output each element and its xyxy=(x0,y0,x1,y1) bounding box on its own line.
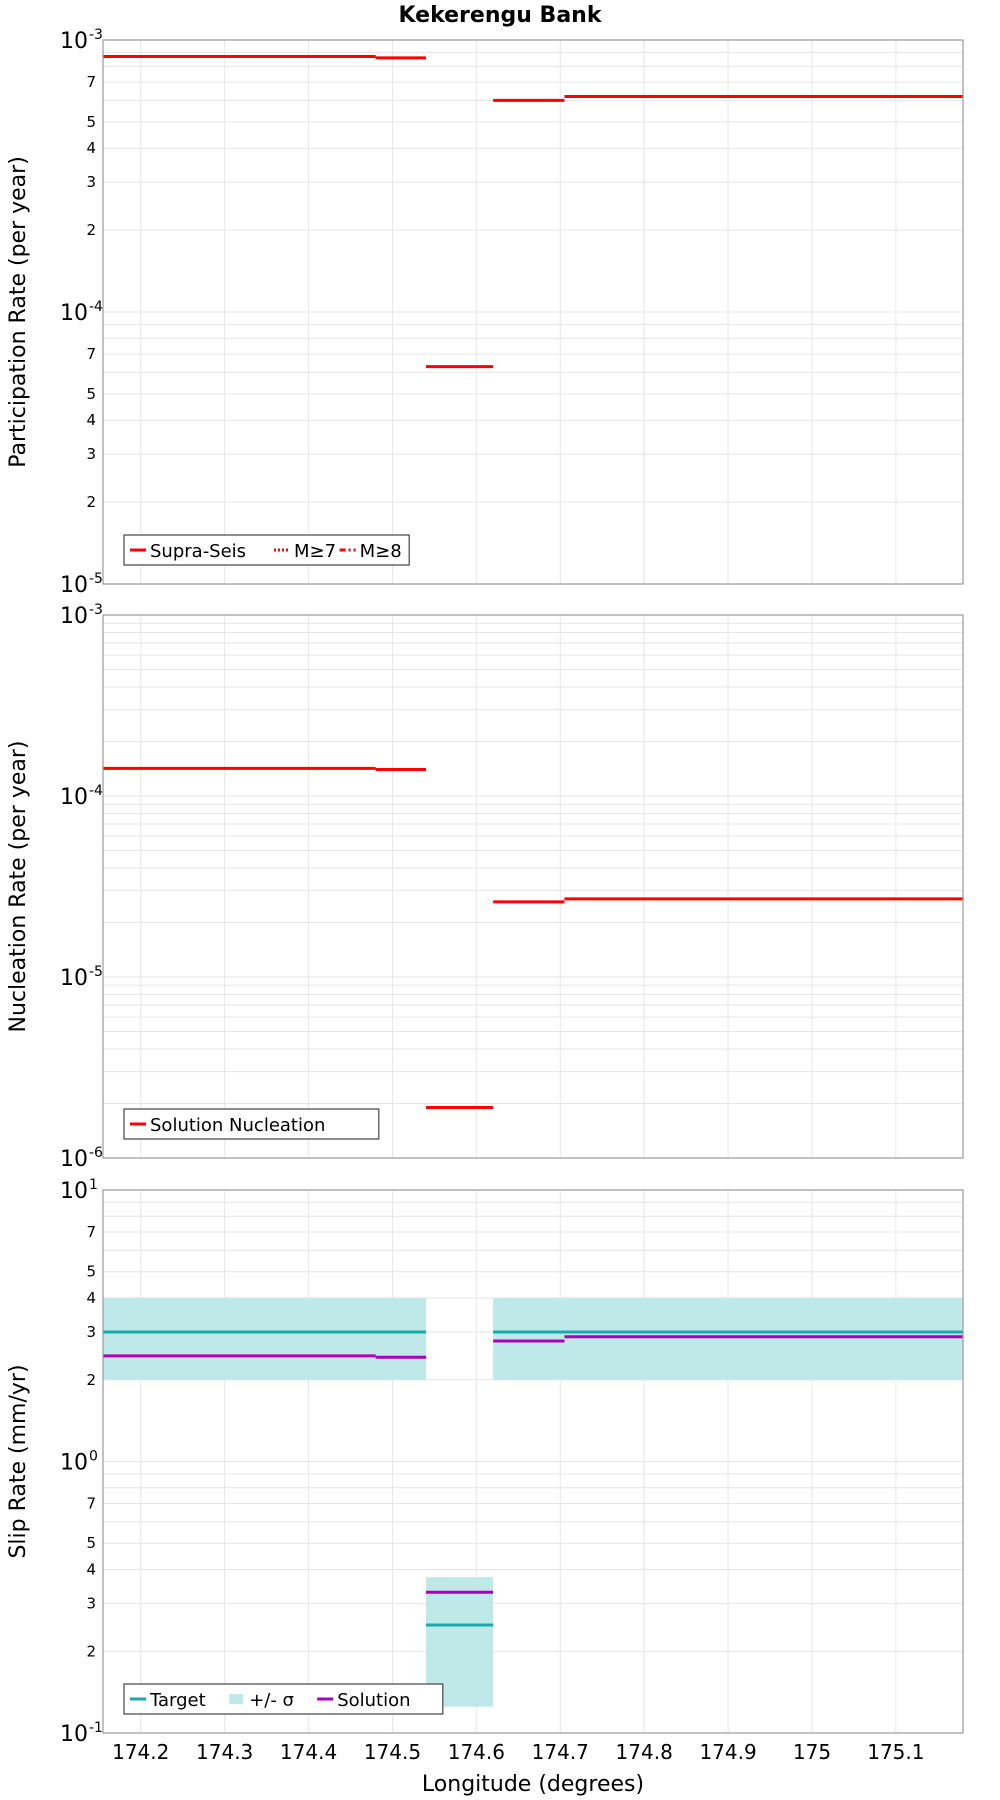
x-tick-label: 174.2 xyxy=(112,1740,169,1764)
y-minor-tick-label: 4 xyxy=(86,1561,96,1579)
y-minor-tick-label: 3 xyxy=(86,1323,96,1341)
x-tick-label: 174.6 xyxy=(448,1740,505,1764)
y-tick-label: 10 xyxy=(60,966,88,991)
y-tick-label: 10 xyxy=(60,1451,88,1476)
x-tick-label: 175.1 xyxy=(867,1740,924,1764)
y-minor-tick-label: 4 xyxy=(86,139,96,157)
legend-label: Target xyxy=(149,1690,206,1711)
y-minor-tick-label: 2 xyxy=(86,221,96,239)
y-tick-label: 10 xyxy=(60,1147,88,1172)
legend-label: Supra-Seis xyxy=(150,541,246,562)
y-tick-exponent: -5 xyxy=(89,571,103,587)
y-axis-label: Nucleation Rate (per year) xyxy=(6,741,31,1033)
x-axis-label: Longitude (degrees) xyxy=(422,1772,644,1797)
y-tick-label: 10 xyxy=(60,573,88,598)
y-minor-tick-label: 7 xyxy=(86,73,96,91)
legend-label: +/- σ xyxy=(249,1690,294,1711)
plot-frame xyxy=(102,614,964,1159)
x-tick-label: 174.3 xyxy=(196,1740,253,1764)
y-minor-tick-label: 2 xyxy=(86,1371,96,1389)
legend-label: Solution xyxy=(337,1690,410,1711)
y-tick-exponent: -1 xyxy=(89,1720,103,1736)
y-tick-label: 10 xyxy=(60,301,88,326)
y-tick-label: 10 xyxy=(60,1179,88,1204)
legend-label: Solution Nucleation xyxy=(150,1115,325,1136)
y-minor-tick-label: 4 xyxy=(86,1289,96,1307)
y-tick-label: 10 xyxy=(60,29,88,54)
y-tick-label: 10 xyxy=(60,785,88,810)
y-minor-tick-label: 3 xyxy=(86,1594,96,1612)
legend-swatch xyxy=(229,1694,244,1704)
y-axis-label: Slip Rate (mm/yr) xyxy=(6,1364,31,1558)
y-minor-tick-label: 4 xyxy=(86,411,96,429)
y-minor-tick-label: 7 xyxy=(86,1495,96,1513)
legend: Target +/- σ Solution xyxy=(123,1683,444,1715)
x-tick-label: 175 xyxy=(793,1740,831,1764)
y-minor-tick-label: 3 xyxy=(86,445,96,463)
y-minor-tick-label: 5 xyxy=(86,1534,96,1552)
y-minor-tick-label: 2 xyxy=(86,1642,96,1660)
x-tick-label: 174.9 xyxy=(699,1740,756,1764)
y-tick-exponent: 1 xyxy=(89,1177,98,1193)
y-minor-tick-label: 2 xyxy=(86,493,96,511)
y-axis-label: Participation Rate (per year) xyxy=(6,156,31,468)
x-tick-label: 174.7 xyxy=(532,1740,589,1764)
y-tick-exponent: -6 xyxy=(89,1145,103,1161)
x-tick-label: 174.4 xyxy=(280,1740,337,1764)
legend: Supra-Seis M≥7 M≥8 xyxy=(123,534,410,566)
y-minor-tick-label: 3 xyxy=(86,173,96,191)
y-tick-exponent: 0 xyxy=(89,1449,98,1465)
y-minor-tick-label: 5 xyxy=(86,1263,96,1281)
y-minor-tick-label: 7 xyxy=(86,345,96,363)
plot-frame xyxy=(102,1189,964,1734)
y-minor-tick-label: 5 xyxy=(86,385,96,403)
y-tick-exponent: -3 xyxy=(89,27,103,43)
y-minor-tick-label: 5 xyxy=(86,113,96,131)
sigma-band xyxy=(103,1298,427,1380)
legend-box xyxy=(123,1683,444,1715)
y-tick-label: 10 xyxy=(60,1722,88,1747)
y-tick-exponent: -4 xyxy=(89,299,103,315)
sigma-band xyxy=(493,1298,963,1380)
legend-label: M≥8 xyxy=(360,541,402,562)
x-tick-label: 174.5 xyxy=(364,1740,421,1764)
y-tick-exponent: -5 xyxy=(89,964,103,980)
y-tick-exponent: -4 xyxy=(89,783,103,799)
plot-frame xyxy=(102,39,964,585)
legend-label: M≥7 xyxy=(294,541,336,562)
figure-title: Kekerengu Bank xyxy=(399,3,603,28)
legend-box xyxy=(123,534,410,566)
y-minor-tick-label: 7 xyxy=(86,1223,96,1241)
x-tick-label: 174.8 xyxy=(616,1740,673,1764)
legend-box xyxy=(123,1108,380,1140)
y-tick-exponent: -3 xyxy=(89,602,103,618)
y-tick-label: 10 xyxy=(60,604,88,629)
legend: Solution Nucleation xyxy=(123,1108,380,1140)
